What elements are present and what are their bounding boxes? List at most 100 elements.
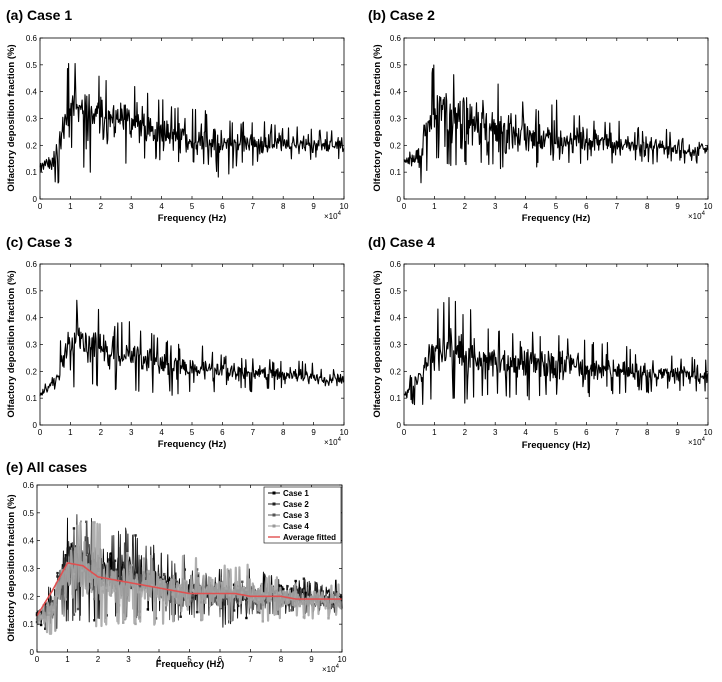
x-tick-label: 7: [615, 428, 620, 437]
data-point: [302, 589, 306, 592]
y-tick-label: 0.1: [390, 168, 402, 177]
data-point: [175, 601, 178, 604]
data-point: [134, 534, 137, 537]
data-point: [122, 621, 125, 624]
y-tick-label: 0.6: [26, 34, 38, 43]
data-point: [327, 617, 330, 620]
x-tick-label: 3: [493, 428, 498, 437]
y-tick-label: 0: [33, 195, 38, 204]
data-point: [331, 605, 334, 608]
x-tick-label: 5: [554, 428, 559, 437]
x-tick-label: 1: [68, 202, 73, 211]
series-case-1: [39, 62, 345, 184]
data-point: [294, 603, 297, 606]
data-point: [253, 599, 256, 603]
data-point: [245, 601, 248, 604]
data-point: [236, 597, 240, 601]
data-point: [310, 601, 314, 604]
data-point: [335, 604, 338, 607]
data-point: [126, 552, 129, 555]
y-tick-label: 0.5: [390, 61, 402, 70]
data-point: [101, 590, 104, 593]
y-tick-label: 0.1: [23, 620, 35, 629]
data-point: [52, 608, 55, 612]
data-point: [97, 571, 100, 575]
x-exponent-base: ×10: [324, 438, 338, 447]
data-point: [163, 572, 166, 576]
x-tick-label: 8: [645, 428, 650, 437]
y-tick-label: 0.4: [26, 88, 38, 97]
x-tick-label: 6: [220, 202, 225, 211]
data-point: [187, 603, 191, 606]
panel-e: (e) All cases 0 1 2 3 4 5 6 7 8 9 10 0 0.1 0.2 0.3 0.4 0…: [6, 459, 347, 674]
x-tick-label: 3: [129, 202, 134, 211]
legend-label-case-2: Case 2: [283, 500, 309, 509]
y-tick-label: 0.3: [26, 115, 38, 124]
y-tick-label: 0.4: [26, 314, 38, 323]
x-tick-label: 9: [675, 428, 680, 437]
data-point: [241, 591, 244, 594]
data-point: [314, 603, 318, 606]
x-tick-label: 1: [68, 428, 73, 437]
series-case-3: [36, 521, 343, 623]
y-tick-label: 0.2: [26, 141, 38, 150]
y-tick-label: 0: [33, 421, 38, 430]
data-point: [101, 564, 104, 568]
data-point: [158, 576, 162, 579]
legend-item-case-3: Case 3: [268, 511, 309, 520]
data-point: [302, 577, 306, 580]
data-point: [179, 615, 182, 618]
x-tick-label: 8: [645, 202, 650, 211]
x-tick-label: 2: [463, 428, 468, 437]
data-point: [109, 552, 113, 555]
y-tick-label: 0.3: [23, 565, 35, 574]
x-exponent-base: ×10: [324, 212, 338, 221]
x-tick-label: 3: [126, 655, 131, 664]
x-tick-label: 0: [402, 428, 407, 437]
series-case-2: [403, 64, 709, 184]
data-point: [249, 606, 252, 609]
data-point: [191, 594, 195, 597]
data-point: [64, 598, 67, 601]
x-exponent-label: ×104: [322, 664, 340, 674]
x-tick-label: 4: [523, 202, 528, 211]
data-point: [183, 568, 187, 571]
y-tick-label: 0.4: [390, 88, 402, 97]
data-point: [113, 589, 117, 593]
data-point: [257, 598, 260, 601]
data-point: [273, 594, 277, 597]
panel-a-ylabel: Olfactory deposition fraction (%): [6, 44, 17, 191]
series-case-4: [35, 521, 344, 635]
data-point: [265, 593, 269, 597]
legend-label-average-fitted: Average fitted: [283, 533, 336, 542]
x-tick-label: 4: [159, 428, 164, 437]
panel-b-xlabel: Frequency (Hz): [522, 213, 591, 224]
data-point: [298, 592, 301, 596]
x-tick-label: 5: [187, 655, 192, 664]
data-point: [130, 564, 133, 567]
panel-b-ylabel: Olfactory deposition fraction (%): [372, 44, 383, 191]
legend: Case 1 Case 2 Case 3 Case 4 Average fitt…: [263, 486, 342, 544]
x-tick-label: 7: [248, 655, 253, 664]
data-point: [241, 598, 244, 601]
data-point: [72, 613, 76, 616]
data-point: [85, 556, 88, 559]
data-point: [76, 543, 80, 547]
panel-e-ylabel: Olfactory deposition fraction (%): [6, 494, 17, 641]
data-point: [68, 546, 72, 549]
y-tick-label: 0.6: [390, 34, 402, 43]
data-point: [39, 610, 43, 614]
x-exponent-label: ×104: [324, 211, 342, 221]
x-tick-label: 3: [129, 428, 134, 437]
x-tick-label: 10: [704, 428, 713, 437]
data-point: [245, 588, 248, 591]
data-point: [167, 583, 170, 587]
data-point: [298, 604, 301, 608]
data-point: [286, 598, 289, 602]
data-point: [282, 588, 285, 591]
data-point: [241, 580, 244, 583]
data-point: [64, 554, 67, 557]
legend-label-case-3: Case 3: [283, 511, 309, 520]
